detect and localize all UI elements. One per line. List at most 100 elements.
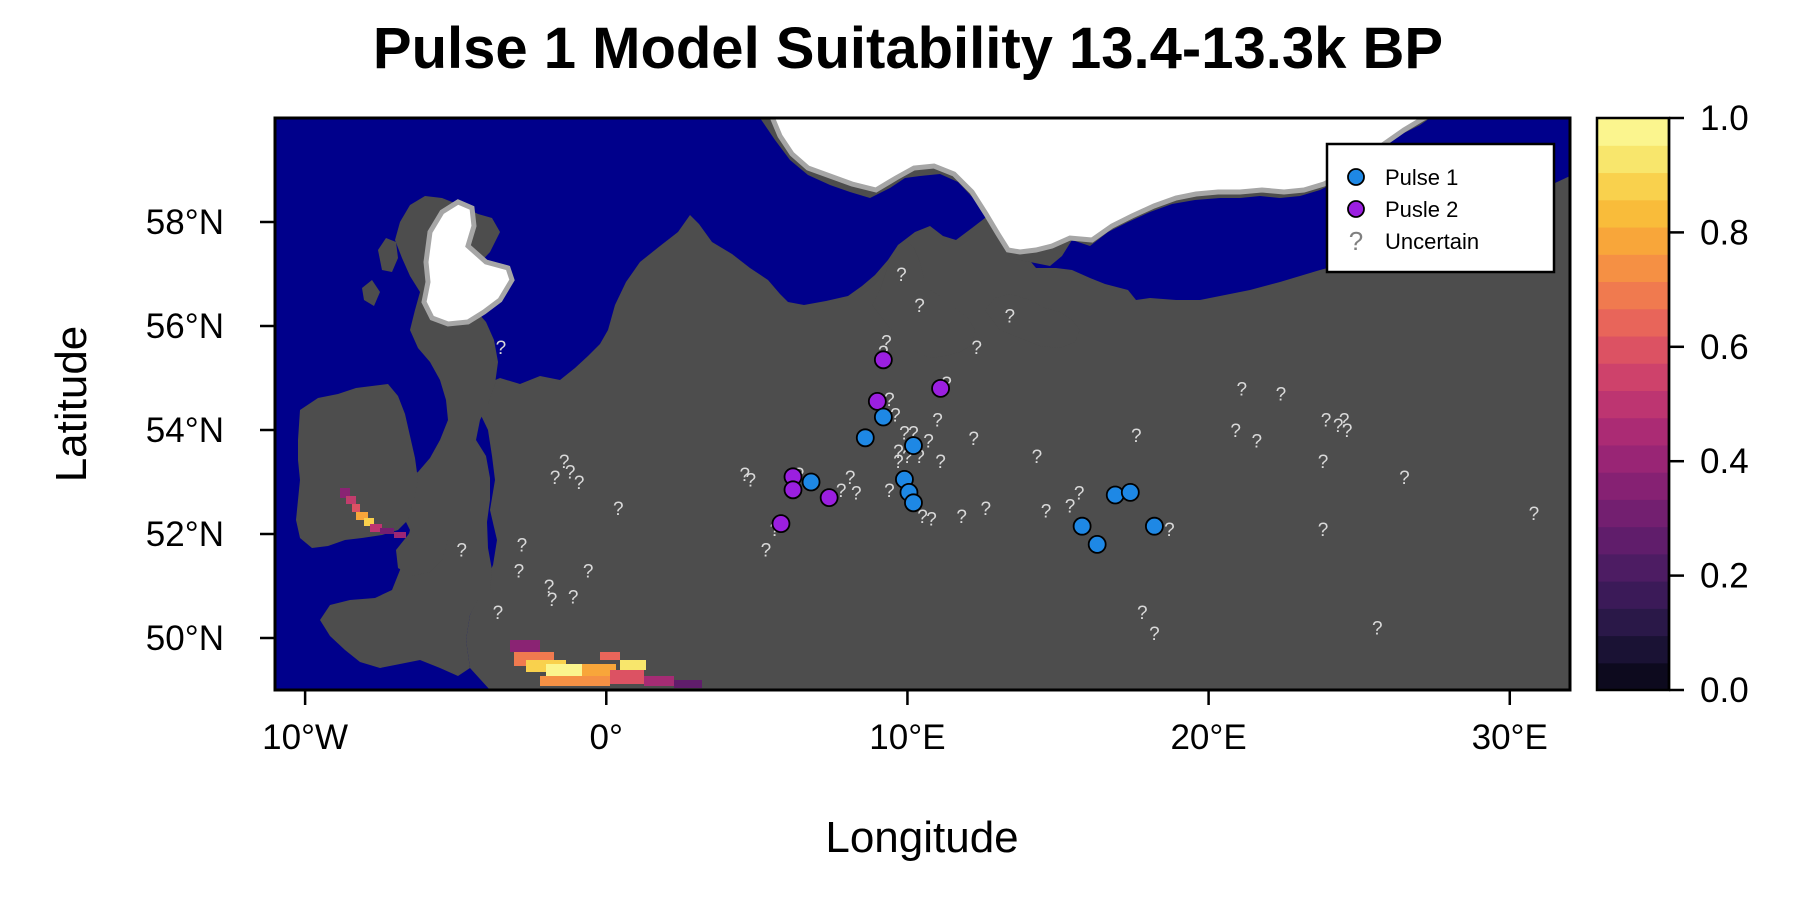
legend: Pulse 1 Pusle 2 ? Uncertain <box>1325 142 1556 274</box>
pulse1-site-point <box>1120 482 1140 502</box>
y-tick-label: 50°N <box>146 619 224 658</box>
uncertain-site-marker: ? <box>565 463 576 484</box>
uncertain-site-marker: ? <box>1137 603 1148 624</box>
uncertain-site-marker: ? <box>544 577 555 598</box>
site-points: ????????????????????????????????????????… <box>456 265 1539 645</box>
x-tick-label: 10°W <box>262 718 348 757</box>
colorbar: 0.0 0.2 0.4 0.6 0.8 1.0 <box>1595 99 1749 710</box>
uncertain-site-marker: ? <box>893 452 904 473</box>
uncertain-site-marker: ? <box>456 541 467 562</box>
uncertain-site-marker: ? <box>583 561 594 582</box>
y-axis-label: Latitude <box>47 326 96 483</box>
pulse1-site-point <box>1072 516 1092 536</box>
uncertain-site-marker: ? <box>1318 452 1329 473</box>
colorbar-band <box>1597 226 1669 255</box>
colorbar-band <box>1597 308 1669 337</box>
colorbar-band <box>1597 145 1669 174</box>
x-tick-label: 30°E <box>1472 718 1548 757</box>
uncertain-site-marker: ? <box>1149 624 1160 645</box>
colorbar-band <box>1597 444 1669 473</box>
pulse2-site-point <box>931 378 950 398</box>
uncertain-site-marker: ? <box>1032 447 1043 468</box>
uncertain-site-marker: ? <box>761 541 772 562</box>
pulse1-site-point <box>801 472 821 492</box>
uncertain-site-marker: ? <box>1339 411 1350 432</box>
legend-label-uncertain: Uncertain <box>1385 229 1479 254</box>
uncertain-site-marker: ? <box>890 405 901 426</box>
colorbar-tick-label: 0.0 <box>1700 671 1749 710</box>
uncertain-site-marker: ? <box>496 338 507 359</box>
y-tick-label: 56°N <box>146 307 224 346</box>
colorbar-tick-label: 0.8 <box>1700 213 1749 252</box>
colorbar-band <box>1597 335 1669 364</box>
uncertain-site-marker: ? <box>932 411 943 432</box>
colorbar-band <box>1597 118 1669 146</box>
uncertain-site-marker: ? <box>574 473 585 494</box>
pulse1-site-point <box>1144 516 1164 536</box>
colorbar-band <box>1597 472 1669 500</box>
pulse1-site-point <box>855 428 875 448</box>
pulse1-site-point <box>873 407 893 427</box>
uncertain-site-marker: ? <box>956 507 967 528</box>
colorbar-tick-label: 0.2 <box>1700 557 1749 596</box>
pulse1-site-point <box>1087 535 1107 554</box>
legend-label-pulse2: Pusle 2 <box>1385 197 1458 222</box>
uncertain-site-marker: ? <box>1164 520 1175 541</box>
x-axis-label: Longitude <box>825 813 1018 862</box>
colorbar-band <box>1597 172 1669 201</box>
continental-land <box>466 176 1570 690</box>
uncertain-site-marker: ? <box>893 442 904 463</box>
uncertain-site-marker: ? <box>917 507 928 528</box>
uncertain-site-marker: ? <box>1236 379 1247 400</box>
colorbar-band <box>1597 281 1669 310</box>
colorbar-band <box>1597 390 1669 419</box>
uncertain-site-marker: ? <box>1005 307 1016 328</box>
uncertain-site-marker: ? <box>968 429 979 450</box>
suitability-hotspots <box>340 488 702 688</box>
uncertain-site-marker: ? <box>884 390 895 411</box>
pulse2-site-point <box>783 480 803 500</box>
uncertain-site-marker: ? <box>923 431 934 452</box>
x-tick-label: 10°E <box>869 718 945 757</box>
x-axis: 10°W 0° 10°E 20°E 30°E <box>262 688 1548 757</box>
uncertain-site-marker: ? <box>1529 504 1540 525</box>
scottish-ice <box>421 199 515 327</box>
uncertain-site-marker: ? <box>514 561 525 582</box>
colorbar-tick-label: 0.6 <box>1700 328 1749 367</box>
uncertain-site-marker: ? <box>899 424 910 445</box>
legend-marker-pulse2 <box>1347 200 1365 218</box>
colorbar-band <box>1597 526 1669 555</box>
uncertain-site-marker: ? <box>1252 431 1263 452</box>
uncertain-site-marker: ? <box>493 603 504 624</box>
uncertain-site-marker: ? <box>926 509 937 530</box>
jutland-land <box>872 240 975 358</box>
uncertain-site-marker: ? <box>902 447 913 468</box>
colorbar-band <box>1597 635 1669 664</box>
uncertain-site-marker: ? <box>1230 421 1241 442</box>
x-tick-label: 20°E <box>1170 718 1246 757</box>
colorbar-band <box>1597 553 1669 582</box>
uncertain-site-marker: ? <box>568 587 579 608</box>
colorbar-band <box>1597 254 1669 283</box>
legend-marker-uncertain: ? <box>1349 226 1363 256</box>
colorbar-tick-label: 0.4 <box>1700 442 1749 481</box>
uncertain-site-marker: ? <box>613 499 624 520</box>
uncertain-site-marker: ? <box>1131 426 1142 447</box>
uncertain-site-marker: ? <box>1372 619 1383 640</box>
y-tick-label: 52°N <box>146 515 224 554</box>
uncertain-site-marker: ? <box>914 296 925 317</box>
chart-title: Pulse 1 Model Suitability 13.4-13.3k BP <box>373 16 1443 81</box>
pulse2-site-point <box>867 391 887 411</box>
uncertain-site-marker: ? <box>935 452 946 473</box>
y-tick-label: 54°N <box>146 411 224 450</box>
uncertain-site-marker: ? <box>1333 416 1344 437</box>
uncertain-site-marker: ? <box>1041 502 1052 523</box>
uncertain-site-marker: ? <box>836 481 847 502</box>
colorbar-band <box>1597 199 1669 228</box>
colorbar-band <box>1597 581 1669 609</box>
uncertain-site-marker: ? <box>559 452 570 473</box>
colorbar-band <box>1597 608 1669 637</box>
uncertain-site-marker: ? <box>881 333 892 354</box>
colorbar-band <box>1597 363 1669 391</box>
